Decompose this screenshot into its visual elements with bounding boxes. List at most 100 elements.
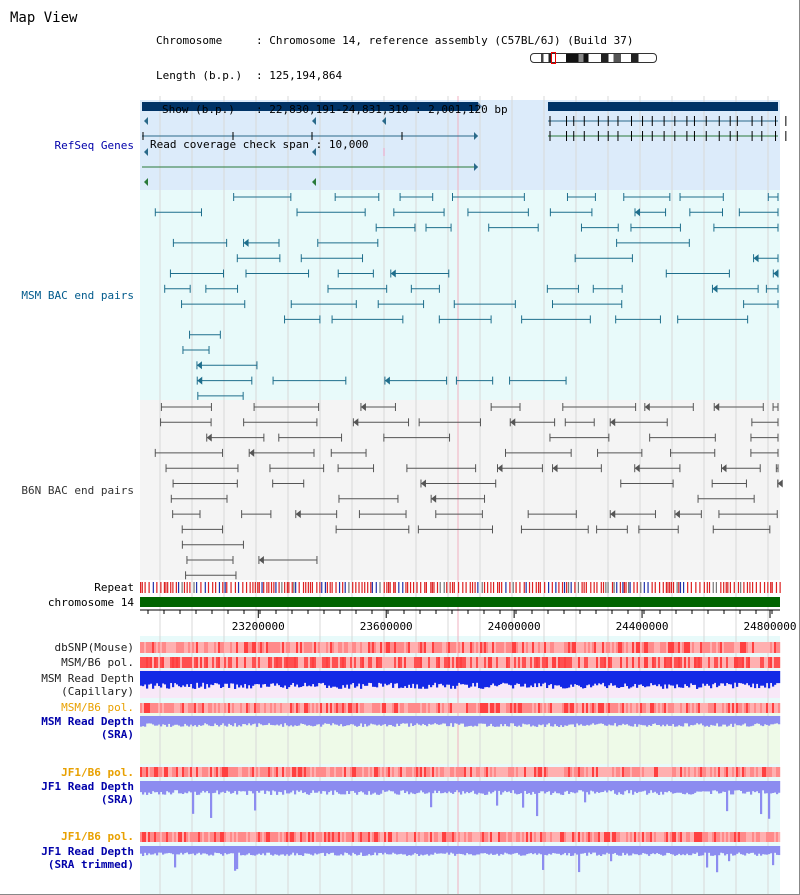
msm-capillary-depth-bar (718, 671, 721, 686)
msm-b6-pol2-strip (636, 703, 639, 713)
repeat-mark (528, 582, 531, 593)
jf1-pol-strip (668, 767, 671, 777)
msm-sra-depth-bar (754, 716, 757, 725)
jf1-sra-depth-bar (242, 781, 245, 792)
dbsnp-strip (470, 642, 473, 653)
msm-b6-pol-strip (590, 657, 593, 668)
jf1-sra-depth-bar (340, 781, 343, 795)
jf1-sra-depth-bar (344, 781, 347, 795)
jf1-pol2-strip (196, 832, 199, 842)
msm-sra-depth-bar (430, 716, 433, 725)
msm-capillary-depth-bar (460, 671, 463, 685)
jf1-pol2-strip (654, 832, 657, 842)
jf1-sra-depth-bar (434, 781, 437, 791)
jf1-pol-strip (326, 767, 329, 777)
msm-b6-pol-strip (568, 657, 571, 668)
dbsnp-strip (504, 642, 507, 653)
jf1-pol-strip (628, 767, 631, 777)
dbsnp-strip (756, 642, 759, 653)
b6n-bac-pair-arrow (431, 494, 437, 503)
msm-b6-pol2-strip (464, 703, 467, 713)
jf1-trimmed-depth-bar (544, 846, 547, 855)
repeat-mark (329, 582, 331, 593)
msm-sra-depth-bar (192, 716, 195, 727)
msm-capillary-depth-bar (364, 671, 367, 686)
jf1-pol2-strip (160, 832, 163, 842)
jf1-trimmed-depth-bar (260, 846, 263, 855)
dbsnp-strip (664, 642, 667, 653)
msm-b6-pol-strip (302, 657, 305, 668)
jf1-trimmed-depth-bar (266, 846, 269, 853)
jf1-sra-depth-bar (640, 781, 643, 792)
msm-b6-pol2-strip (360, 703, 363, 713)
msm-capillary-depth-bar (202, 671, 205, 683)
jf1-pol2-strip (176, 832, 179, 842)
msm-b6-pol2-strip (424, 703, 427, 713)
jf1-pol2-strip (340, 832, 343, 842)
jf1-trimmed-depth-bar (204, 846, 207, 854)
msm-sra-depth-bar (182, 716, 185, 727)
b6n-bac-pair-arrow (721, 464, 727, 473)
msm-b6-pol-strip (446, 657, 449, 668)
msm-b6-pol2-strip (744, 703, 747, 713)
msm-b6-pol-strip (362, 657, 365, 668)
msm-capillary-depth-bar (228, 671, 231, 688)
repeat-mark (431, 582, 433, 593)
msm-b6-pol-strip (186, 657, 189, 668)
jf1-sra-depth-bar (586, 781, 589, 793)
repeat-mark (548, 582, 550, 593)
msm-sra-depth-bar (492, 716, 495, 727)
jf1-pol-strip (242, 767, 245, 777)
jf1-sra-depth-bar (678, 781, 681, 793)
jf1-sra-depth-bar (156, 781, 159, 793)
msm-b6-pol2-strip (180, 703, 183, 713)
jf1-pol2-strip (486, 832, 489, 842)
chromosome-ideogram[interactable] (530, 52, 657, 64)
msm-capillary-depth-bar (664, 671, 667, 685)
msm-b6-pol2-strip (364, 703, 367, 713)
msm-b6-pol-strip (648, 657, 651, 668)
jf1-pol2-strip (474, 832, 477, 842)
jf1-trimmed-depth-bar (202, 846, 205, 854)
msm-b6-pol-strip (166, 657, 169, 668)
jf1-pol2-strip (714, 832, 717, 842)
repeat-mark (412, 582, 415, 593)
jf1-pol2-strip (556, 832, 559, 842)
jf1-pol2-strip (540, 832, 543, 842)
msm-b6-pol2-strip (512, 703, 515, 713)
jf1-pol2-strip (444, 832, 447, 842)
jf1-trimmed-depth-bar (174, 846, 177, 868)
msm-b6-pol-strip (222, 657, 225, 668)
msm-b6-pol2-strip (738, 703, 741, 713)
jf1-trimmed-depth-bar (646, 846, 649, 855)
dbsnp-strip (302, 642, 305, 653)
jf1-sra-depth-bar (690, 781, 693, 795)
msm-b6-pol2-strip (288, 703, 291, 713)
dbsnp-strip (516, 642, 519, 653)
msm-capillary-depth-bar (740, 671, 743, 684)
jf1-depth-sra-label-1: JF1 Read Depth (41, 780, 134, 793)
msm-b6-pol-strip (510, 657, 513, 668)
dbsnp-strip (220, 642, 223, 653)
jf1-pol-strip (608, 767, 611, 777)
msm-sra-depth-bar (594, 716, 597, 725)
msm-sra-depth-bar (652, 716, 655, 724)
jf1-sra-depth-bar (348, 781, 351, 795)
msm-b6-pol-strip (592, 657, 595, 668)
msm-capillary-depth-bar (450, 671, 453, 689)
dbsnp-strip (708, 642, 711, 653)
msm-b6-pol2-strip (472, 703, 475, 713)
repeat-mark (361, 582, 363, 593)
repeat-mark (613, 582, 615, 593)
dbsnp-strip (148, 642, 151, 653)
jf1-pol2-strip (386, 832, 389, 842)
jf1-sra-depth-bar (312, 781, 315, 791)
jf1-pol2-strip (246, 832, 249, 842)
jf1-sra-depth-bar (254, 781, 257, 811)
msm-capillary-depth-bar (348, 671, 351, 689)
jf1-pol2-strip (634, 832, 637, 842)
msm-b6-pol2-strip (618, 703, 621, 713)
jf1-pol-strip (616, 767, 619, 777)
msm-capillary-depth-bar (758, 671, 761, 689)
